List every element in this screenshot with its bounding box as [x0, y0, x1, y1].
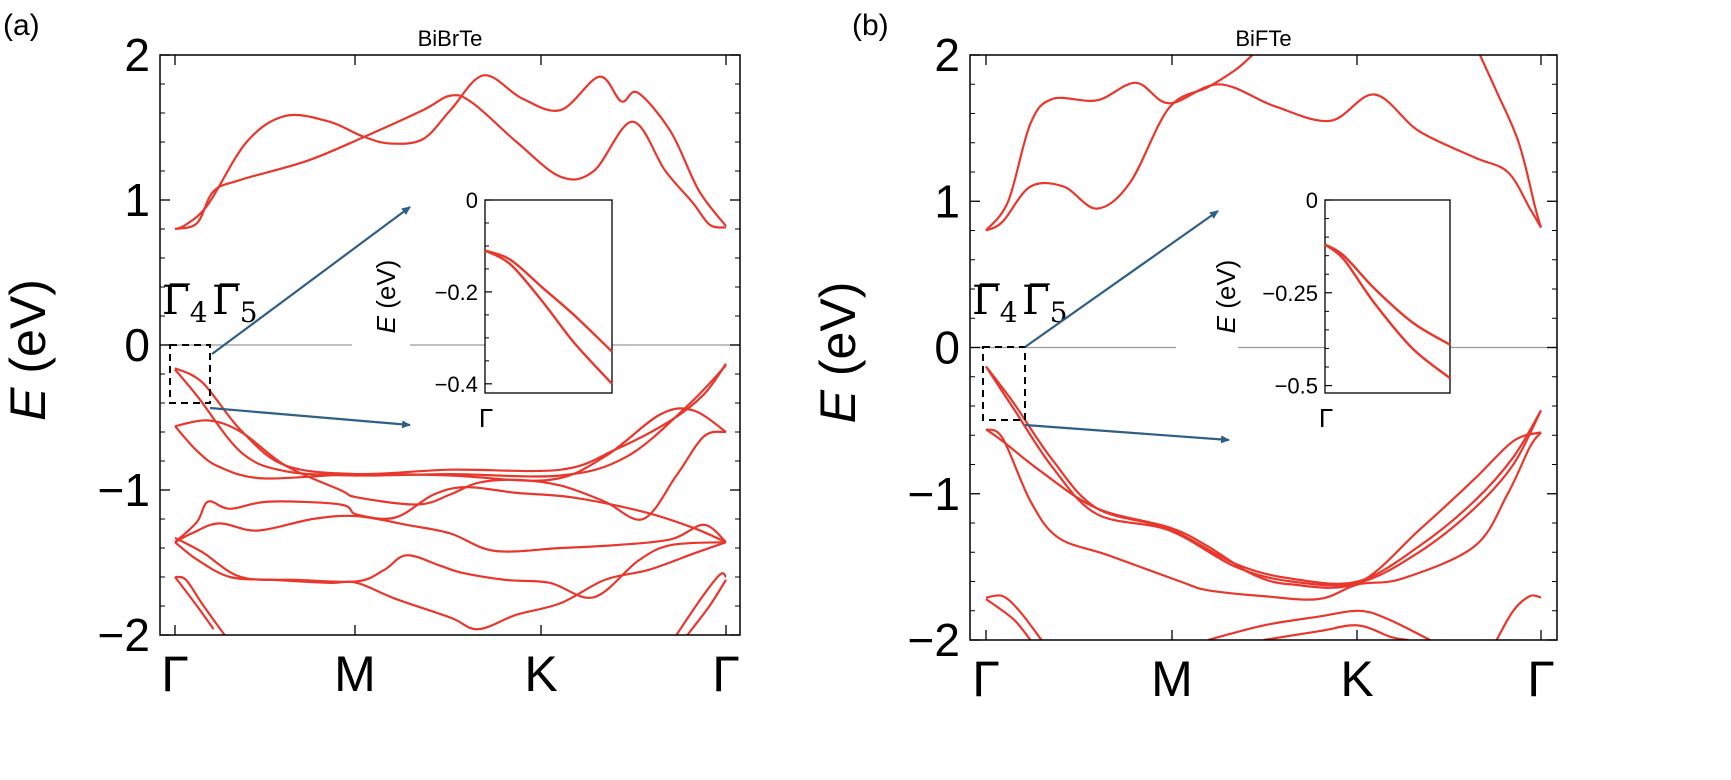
- valley-symbol: Γ̅: [972, 278, 1000, 324]
- x-tick-label: K: [1340, 651, 1373, 707]
- x-tick-label: M: [334, 646, 376, 702]
- band-line-1: [985, 55, 1254, 232]
- y-tick-label: −2: [98, 609, 150, 661]
- panel-label: (a): [3, 9, 40, 42]
- y-axis-label: E (eV): [810, 282, 866, 424]
- chart-title: BiFTe: [1235, 26, 1291, 51]
- valley-subscript: 5: [240, 296, 258, 329]
- inset-y-tick-label: −0.2: [435, 280, 478, 305]
- x-tick-label: M: [1151, 651, 1193, 707]
- y-axis-label-unit: (eV): [0, 279, 56, 387]
- band-line-13: [675, 572, 727, 635]
- band-line-7: [174, 485, 727, 544]
- inset-band-1: [1324, 243, 1451, 346]
- band-line-1: [174, 94, 727, 231]
- valley-symbol: Γ̅: [162, 278, 190, 324]
- inset-frame: [1324, 199, 1451, 394]
- band-line-2: [174, 74, 727, 231]
- band-line-4: [985, 365, 1542, 585]
- inset-band-2: [484, 249, 613, 385]
- y-axis-label-unit: (eV): [810, 282, 866, 390]
- y-tick-label: 1: [124, 174, 150, 226]
- zoom-arrow: [211, 206, 411, 355]
- valley-symbol: Γ̅: [212, 278, 240, 324]
- inset-y-label-unit: (eV): [371, 260, 401, 316]
- inset-y-tick-label: −0.25: [1262, 281, 1318, 306]
- band-line-12: [174, 576, 215, 630]
- x-tick-label: Γ: [161, 646, 189, 702]
- inset-y-tick-label: −0.4: [435, 372, 478, 397]
- band-lines: [174, 74, 727, 635]
- band-line-14: [686, 579, 727, 635]
- gamma4-label: Γ̅4: [162, 278, 208, 329]
- inset-y-axis-label: E (eV): [371, 260, 401, 334]
- x-tick-label: K: [524, 646, 557, 702]
- valley-symbol: Γ̅: [1022, 278, 1050, 324]
- inset-y-tick-label: 0: [1306, 188, 1318, 213]
- y-tick-label: −1: [908, 468, 960, 520]
- inset-x-tick-label: Γ: [479, 403, 493, 433]
- band-line-5: [174, 407, 727, 482]
- zoom-region-box: [982, 346, 1026, 421]
- x-tick-label: Γ: [972, 651, 1000, 707]
- x-tick-label: Γ: [1527, 651, 1555, 707]
- valley-subscript: 4: [1000, 296, 1018, 329]
- y-tick-label: −1: [98, 464, 150, 516]
- band-line-9: [985, 598, 1032, 640]
- band-line-10: [174, 541, 727, 631]
- inset-y-label-symbol: E: [371, 315, 401, 333]
- gamma5-label: Γ̅5: [1022, 278, 1068, 329]
- band-line-8: [174, 514, 727, 553]
- y-tick-label: −2: [908, 614, 960, 666]
- chart-title: BiBrTe: [418, 26, 483, 51]
- band-lines: [985, 55, 1543, 640]
- y-tick-label: 1: [934, 175, 960, 227]
- zoom-arrow: [1024, 210, 1219, 348]
- zoom-arrow: [1024, 423, 1230, 444]
- inset-y-axis-label: E (eV): [1211, 260, 1241, 334]
- band-line-11: [174, 575, 226, 635]
- x-tick-label: Γ: [712, 646, 740, 702]
- y-tick-label: 0: [934, 322, 960, 374]
- inset-y-tick-label: −0.5: [1275, 374, 1318, 399]
- y-axis-label-symbol: E: [0, 387, 56, 421]
- y-axis-label-symbol: E: [810, 389, 866, 423]
- panel-label: (b): [852, 9, 889, 42]
- band-line-2: [985, 81, 1542, 232]
- inset-band-1: [484, 249, 613, 353]
- y-axis-label: E (eV): [0, 279, 56, 421]
- band-line-12: [1495, 594, 1542, 640]
- inset-plot: 0 −0.2 −0.4Γ E (eV): [371, 188, 613, 433]
- valley-subscript: 4: [190, 296, 208, 329]
- inset-y-tick-label: 0: [466, 188, 478, 213]
- band-line-6: [985, 428, 1542, 589]
- band-line-11: [1263, 624, 1408, 640]
- band-line-10: [1207, 609, 1431, 640]
- band-line-9: [174, 536, 727, 599]
- band-line-8: [985, 594, 1043, 640]
- band-line-5: [985, 365, 1542, 587]
- band-line-3: [1478, 55, 1543, 228]
- inset-y-label-unit: (eV): [1211, 260, 1241, 316]
- inset-y-label-symbol: E: [1211, 315, 1241, 333]
- y-tick-label: 2: [934, 29, 960, 81]
- inset-x-tick-label: Γ: [1319, 403, 1333, 433]
- y-tick-label: 2: [124, 29, 150, 81]
- gamma5-label: Γ̅5: [212, 278, 258, 329]
- inset-band-2: [1324, 243, 1451, 380]
- gamma4-label: Γ̅4: [972, 278, 1018, 329]
- zoom-arrow: [209, 406, 411, 429]
- y-tick-label: 0: [124, 319, 150, 371]
- inset-plot: 0 −0.25 −0.5Γ E (eV): [1211, 188, 1451, 433]
- band-line-7: [985, 428, 1542, 601]
